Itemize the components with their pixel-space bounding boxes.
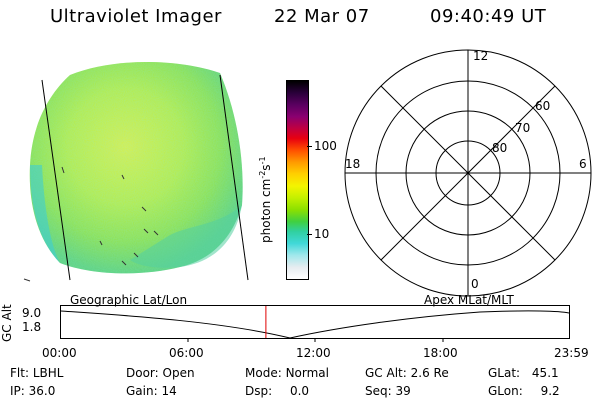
color-bar-unit: photon cm-2s-1 <box>258 156 273 243</box>
color-bar-tick-10 <box>307 234 312 235</box>
time-tick-1: 06:00 <box>169 346 204 360</box>
time-tick-2: 12:00 <box>296 346 331 360</box>
info-gc-alt: GC Alt: 2.6 Re <box>365 366 449 380</box>
image-time: 09:40:49 UT <box>430 6 547 27</box>
image-title: Ultraviolet Imager <box>50 6 222 27</box>
info-glon: GLon: 9.2 <box>488 384 560 398</box>
orbit-track-plot <box>60 305 570 342</box>
orbit-track-frame <box>60 305 570 339</box>
info-ip: IP: 36.0 <box>10 384 56 398</box>
info-filter: Flt: LBHL <box>10 366 64 380</box>
polar-label-right: 6 <box>579 157 587 171</box>
polar-grid: 12 18 6 0 60 70 80 <box>344 49 592 297</box>
longitude-line-right <box>219 74 249 281</box>
track-right-label: Apex MLat/MLT <box>424 293 514 307</box>
info-glat: GLat: 45.1 <box>488 366 559 380</box>
disk-limb-shading <box>30 165 60 263</box>
color-bar-label-100: 100 <box>314 139 337 153</box>
polar-label-left: 18 <box>345 157 360 171</box>
earth-disk <box>29 62 243 274</box>
info-seq: Seq: 39 <box>365 384 411 398</box>
orbit-track-ticks <box>187 338 444 342</box>
polar-label-80: 80 <box>492 141 507 155</box>
track-y-bottom: 1.8 <box>22 320 42 334</box>
uv-image <box>23 62 249 282</box>
track-axis-label: GC Alt <box>0 304 14 342</box>
time-tick-0: 00:00 <box>42 346 77 360</box>
polar-diagonal-2 <box>380 85 556 261</box>
color-bar-tick-100 <box>307 146 312 147</box>
polar-label-60: 60 <box>535 99 550 113</box>
track-left-label: Geographic Lat/Lon <box>70 293 188 307</box>
time-tick-3: 18:00 <box>423 346 458 360</box>
image-date: 22 Mar 07 <box>274 6 370 27</box>
color-bar-label-10: 10 <box>314 227 330 241</box>
time-tick-4: 23:59 <box>554 346 589 360</box>
longitude-line-left <box>41 79 71 281</box>
track-y-top: 9.0 <box>22 306 42 320</box>
info-door: Door: Open <box>126 366 195 380</box>
info-mode: Mode: Normal <box>245 366 329 380</box>
polar-label-bottom: 0 <box>471 277 479 291</box>
color-bar <box>286 80 309 280</box>
polar-label-top: 12 <box>473 49 488 63</box>
polar-label-70: 70 <box>515 121 530 135</box>
orbit-altitude-curve <box>60 310 570 339</box>
info-dsp: Dsp: 0.0 <box>245 384 310 398</box>
coastline-fragments <box>23 166 159 282</box>
info-gain: Gain: 14 <box>126 384 177 398</box>
disk-edge-shading <box>130 205 242 268</box>
color-bar-gradient <box>287 81 308 279</box>
